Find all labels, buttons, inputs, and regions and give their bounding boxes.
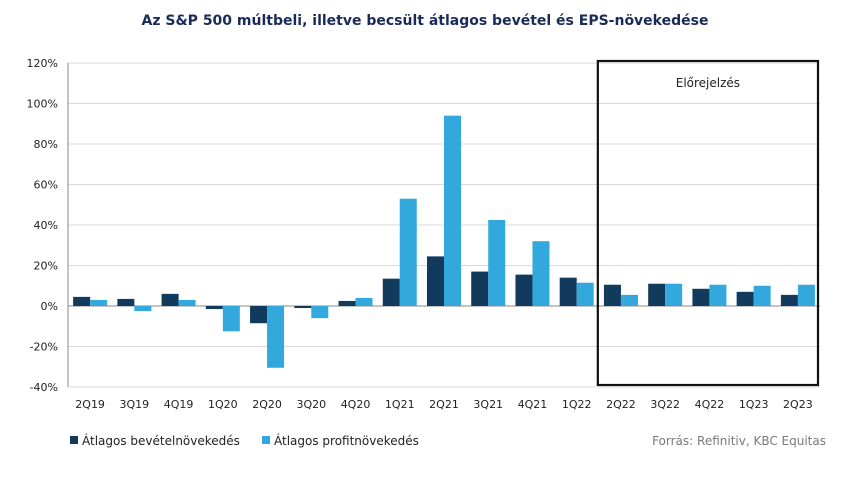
x-tick-label: 3Q22: [650, 398, 680, 411]
bar-revenue-3Q20: [294, 306, 312, 309]
x-axis: 2Q19 3Q19 4Q19 1Q20 2Q20 3Q20 4Q20 1Q21 2Q21 3Q21…: [75, 398, 812, 411]
x-tick-label: 2Q23: [783, 398, 813, 411]
bar-revenue-2Q22: [603, 284, 621, 306]
bar-revenue-3Q19: [117, 298, 135, 306]
bar-profit-3Q19: [134, 306, 152, 312]
y-tick-label: 40%: [34, 219, 58, 232]
x-tick-label: 3Q21: [473, 398, 503, 411]
legend-label-revenue: Átlagos bevételnövekedés: [82, 433, 240, 448]
forecast-box: Előrejelzés: [596, 59, 820, 387]
legend-label-profit: Átlagos profitnövekedés: [274, 433, 419, 448]
bar-profit-1Q20: [222, 306, 240, 332]
bar-revenue-3Q22: [648, 283, 666, 306]
bars: [73, 115, 815, 368]
bar-profit-3Q20: [311, 306, 329, 319]
bar-profit-4Q22: [709, 284, 727, 306]
bar-revenue-4Q20: [338, 300, 356, 306]
bar-revenue-2Q20: [250, 306, 268, 324]
bar-profit-2Q21: [444, 115, 461, 307]
bar-profit-1Q22: [576, 282, 594, 306]
y-tick-label: 120%: [27, 57, 58, 70]
bar-revenue-1Q20: [205, 306, 223, 310]
x-tick-label: 2Q19: [75, 398, 105, 411]
bar-revenue-1Q22: [559, 277, 577, 306]
bar-profit-2Q19: [90, 299, 108, 306]
bar-revenue-1Q23: [736, 291, 754, 306]
bar-profit-3Q22: [665, 283, 683, 306]
bar-profit-3Q21: [488, 219, 506, 306]
x-tick-label: 1Q21: [385, 398, 415, 411]
bar-profit-1Q23: [753, 285, 771, 306]
bar-profit-2Q20: [267, 306, 285, 368]
x-tick-label: 1Q20: [208, 398, 238, 411]
x-tick-label: 1Q23: [739, 398, 769, 411]
x-tick-label: 2Q22: [606, 398, 636, 411]
y-tick-label: 80%: [34, 138, 58, 151]
y-tick-label: 20%: [34, 260, 58, 273]
source-note: Forrás: Refinitiv, KBC Equitas: [652, 434, 826, 448]
x-tick-label: 4Q19: [164, 398, 194, 411]
x-tick-label: 1Q22: [562, 398, 592, 411]
bar-profit-2Q23: [797, 284, 815, 306]
bar-profit-4Q20: [355, 297, 373, 306]
bar-revenue-2Q23: [780, 294, 798, 306]
legend-swatch-profit: [262, 436, 270, 444]
y-tick-label: 100%: [27, 98, 58, 111]
y-tick-label: 0%: [41, 300, 58, 313]
bar-revenue-4Q22: [692, 288, 710, 306]
x-tick-label: 4Q21: [518, 398, 548, 411]
x-tick-label: 3Q19: [120, 398, 150, 411]
bar-profit-2Q22: [620, 294, 638, 306]
x-tick-label: 4Q20: [341, 398, 371, 411]
bar-revenue-3Q21: [471, 271, 489, 306]
bar-revenue-4Q19: [161, 293, 179, 306]
bar-revenue-4Q21: [515, 274, 533, 306]
legend-swatch-revenue: [70, 436, 78, 444]
y-axis: -40% -20% 0% 20% 40% 60% 80% 100% 120%: [27, 57, 69, 394]
bar-profit-4Q19: [178, 299, 196, 306]
bar-revenue-2Q19: [73, 296, 91, 306]
bar-profit-1Q21: [399, 198, 417, 306]
bar-revenue-2Q21: [427, 256, 444, 306]
x-tick-label: 4Q22: [695, 398, 725, 411]
y-tick-label: 60%: [34, 179, 58, 192]
legend: Átlagos bevételnövekedés Átlagos profitnö…: [70, 433, 419, 448]
bar-revenue-1Q21: [382, 278, 400, 306]
forecast-label: Előrejelzés: [676, 76, 740, 90]
forecast-frame: [596, 59, 820, 387]
y-tick-label: -20%: [30, 341, 58, 354]
chart-title: Az S&P 500 múltbeli, illetve becsült átl…: [142, 13, 709, 29]
y-tick-label: -40%: [30, 381, 58, 394]
x-tick-label: 2Q20: [252, 398, 282, 411]
x-tick-label: 2Q21: [429, 398, 459, 411]
bar-profit-4Q21: [532, 241, 550, 306]
x-tick-label: 3Q20: [296, 398, 326, 411]
